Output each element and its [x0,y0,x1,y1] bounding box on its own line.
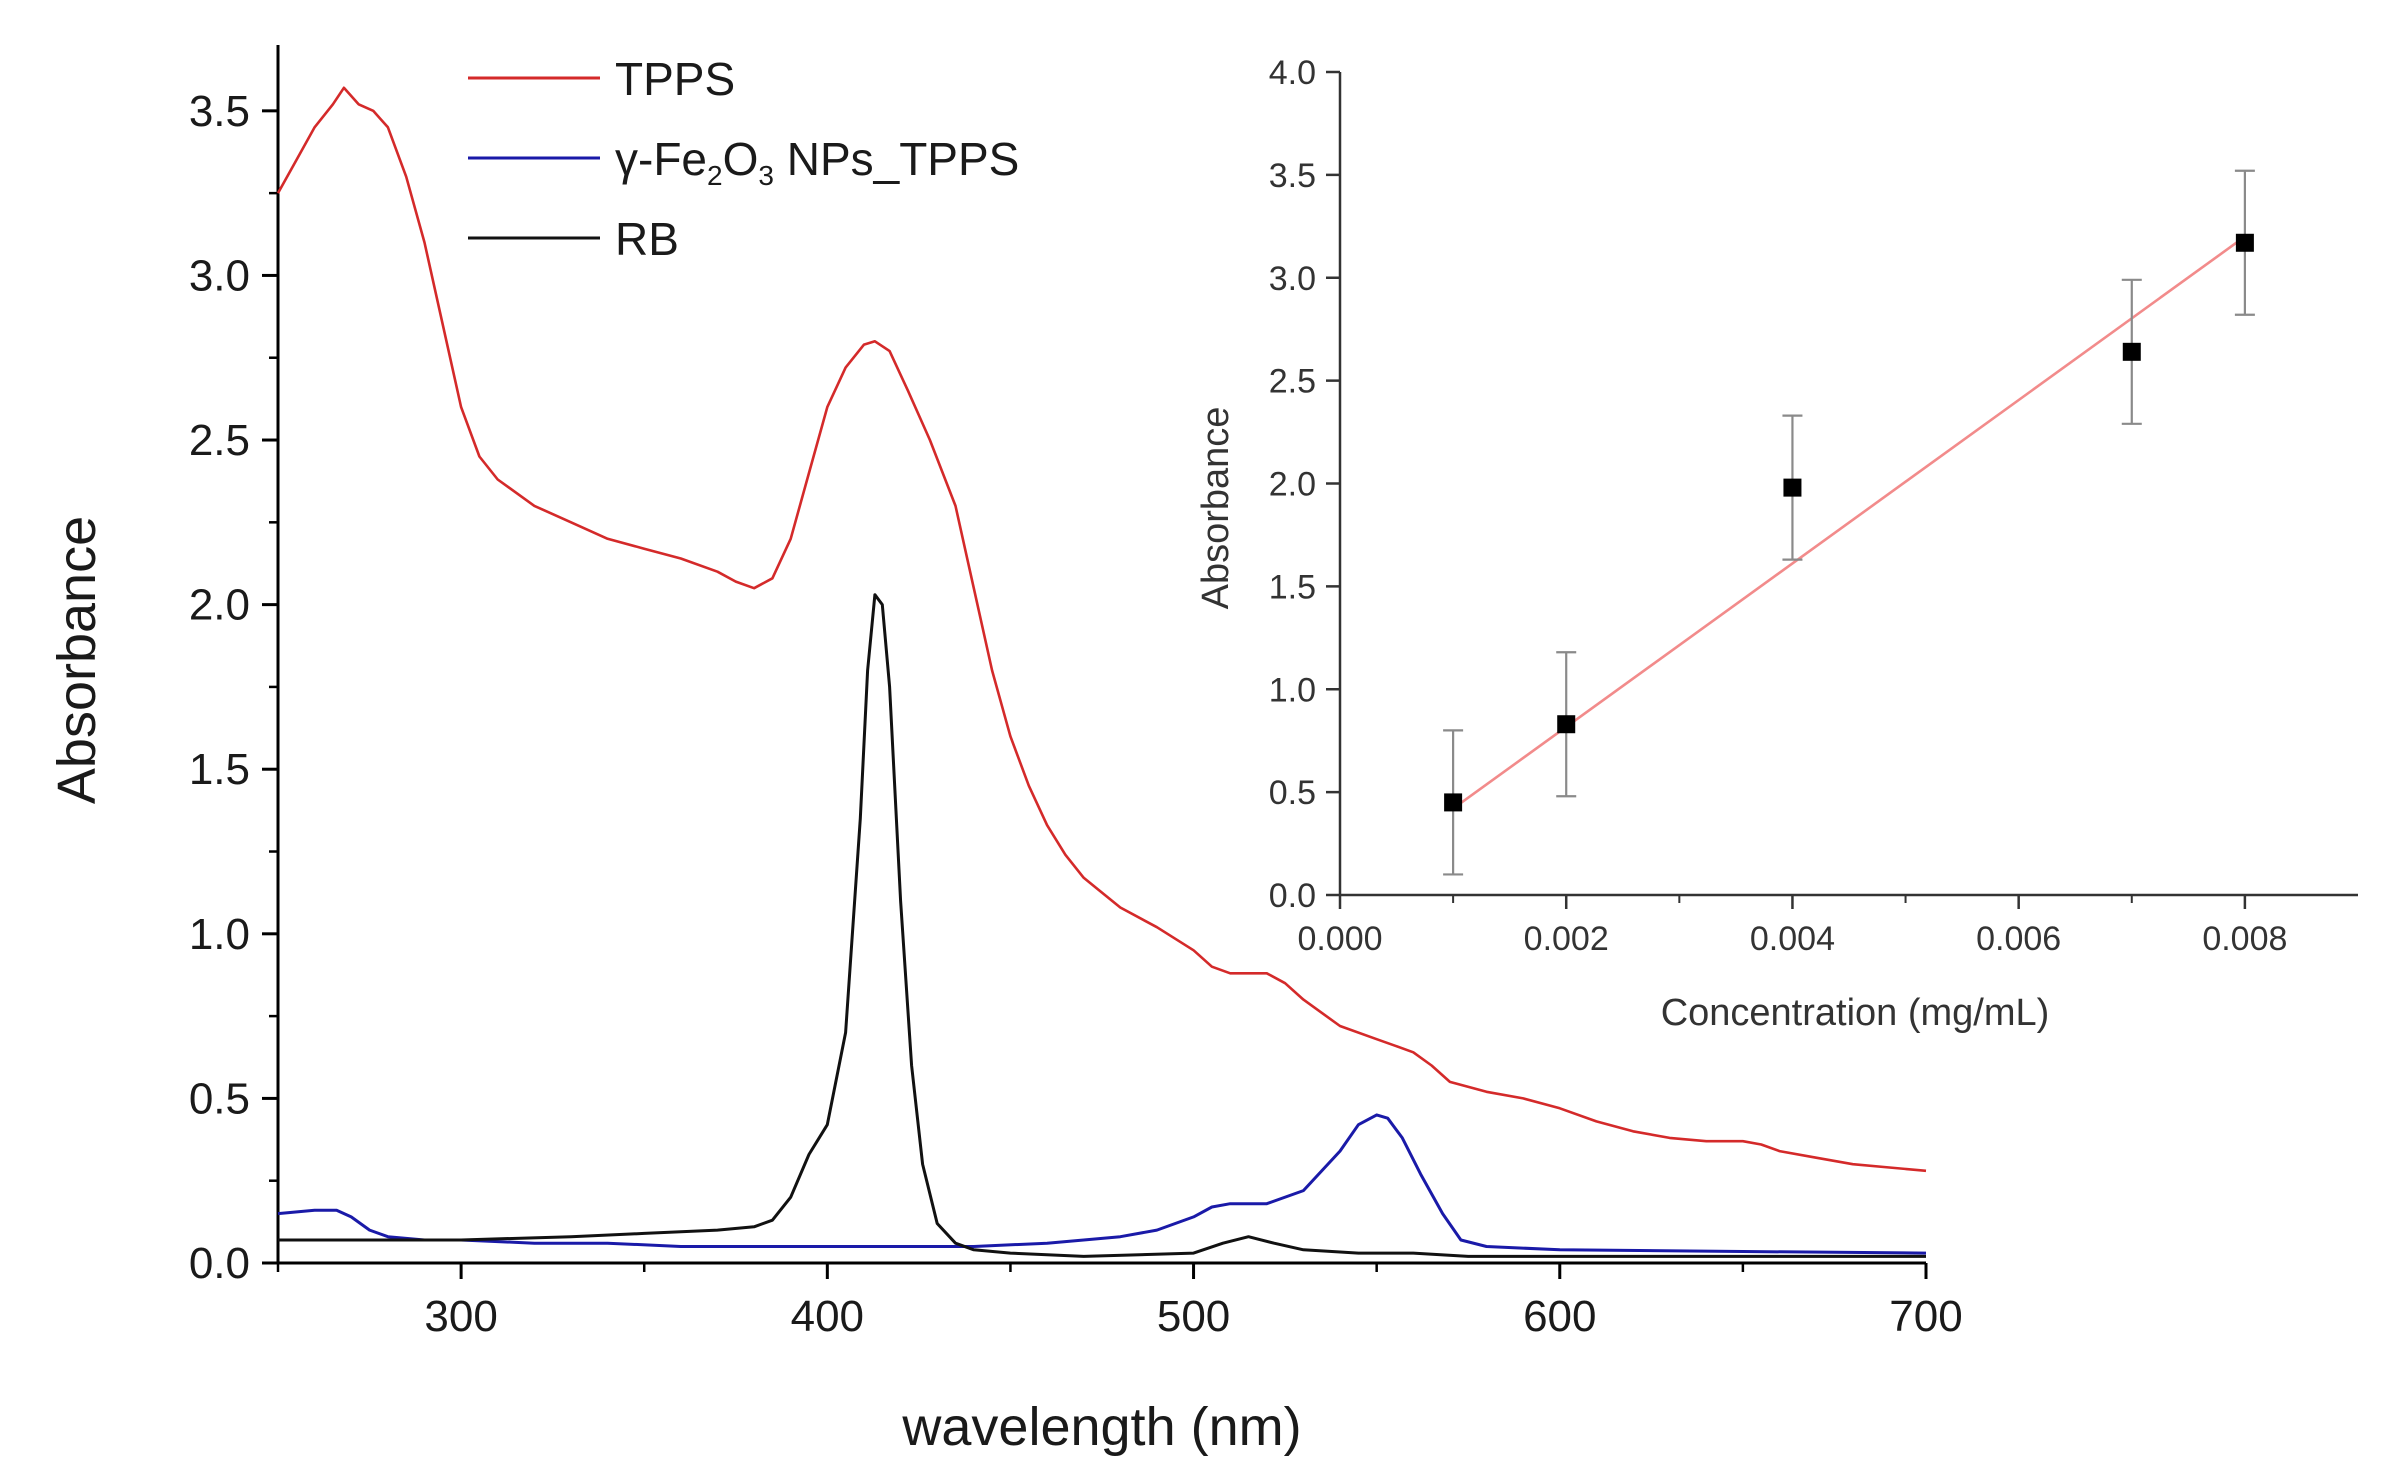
inset-marker-square [1783,478,1802,497]
inset-x-tick-label: 0.000 [1297,920,1382,958]
legend-item-rb: RB [468,213,679,265]
legend-item-fe2o3-tpps: γ-Fe2O3 NPs_TPPS [468,133,1019,191]
inset-x-tick-label: 0.004 [1750,920,1835,958]
main-x-axis-title: wavelength (nm) [901,1397,1301,1457]
main-x-tick-label: 600 [1523,1292,1596,1341]
inset-data-point [2234,169,2255,316]
main-y-tick-label: 1.5 [189,745,250,794]
inset-fit-line [1452,235,2246,810]
inset-y-tick-label: 1.0 [1269,671,1316,709]
inset-x-tick-label: 0.002 [1524,920,1609,958]
inset-x-tick-label: 0.008 [2202,920,2287,958]
main-series-group [276,86,1927,1258]
inset-x-tick-label: 0.006 [1976,920,2061,958]
main-y-tick-label: 0.0 [189,1239,250,1288]
inset-y-tick-label: 2.0 [1269,466,1316,504]
inset-axes [1338,72,2358,897]
inset-y-tick-label: 0.0 [1269,877,1316,915]
legend-label-rb: RB [615,213,679,265]
main-y-tick-label: 3.5 [189,87,250,136]
main-x-tick-label: 300 [424,1292,497,1341]
inset-y-tick-label: 3.0 [1269,260,1316,298]
legend-label-fe2o3-tpps: γ-Fe2O3 NPs_TPPS [615,133,1019,191]
series-line-fe2o3-nps-tpps [277,1113,1927,1255]
main-y-tick-label: 2.0 [189,581,250,630]
inset-data-point [1782,414,1803,561]
series-line-rb [278,593,1926,1258]
inset-x-ticks: 0.000 0.002 0.004 0.006 0.008 [1297,895,2287,958]
inset-data-point [1556,651,1577,798]
inset-y-tick-label: 0.5 [1269,774,1316,812]
inset-y-tick-label: 1.5 [1269,568,1316,606]
legend: TPPS γ-Fe2O3 NPs_TPPS RB [468,53,1019,265]
inset-y-tick-label: 4.0 [1269,54,1316,92]
inset-marker-square [1557,715,1576,734]
inset-y-tick-label: 3.5 [1269,157,1316,195]
inset-marker-square [2122,342,2141,361]
inset-fit-group [1452,235,2246,810]
main-y-tick-label: 0.5 [189,1074,250,1123]
main-axes [276,45,1926,1265]
series-line-tpps [276,86,1927,1173]
main-x-tick-label: 700 [1889,1292,1962,1341]
main-x-tick-label: 400 [791,1292,864,1341]
main-chart: 0.0 0.5 1.0 1.5 2.0 2.5 3.0 3.5 300 400 500 600 700… [47,45,1963,1457]
legend-label-tpps: TPPS [615,53,735,105]
main-y-axis-title: Absorbance [47,516,107,804]
main-y-tick-label: 1.0 [189,910,250,959]
inset-marker-square [2235,233,2254,252]
inset-x-axis-title: Concentration (mg/mL) [1661,992,2050,1034]
inset-y-tick-label: 2.5 [1269,363,1316,401]
inset-data-point [1443,729,1464,876]
inset-y-axis-title: Absorbance [1195,407,1237,610]
inset-data-point [2121,278,2142,425]
inset-chart: 0.00.51.01.52.02.53.03.54.0 0.000 0.002 0.… [1195,54,2358,1034]
inset-marker-square [1444,793,1463,812]
main-x-tick-label: 500 [1157,1292,1230,1341]
legend-item-tpps: TPPS [468,53,735,105]
inset-points-group [1443,169,2255,876]
main-x-ticks: 300 400 500 600 700 [276,1263,1963,1341]
main-y-tick-label: 2.5 [189,416,250,465]
main-y-tick-label: 3.0 [189,251,250,300]
inset-y-ticks: 0.0 0.5 1.0 1.5 2.0 2.5 3.0 3.5 4.0 [1269,54,1340,915]
main-y-ticks: 0.0 0.5 1.0 1.5 2.0 2.5 3.0 3.5 [189,87,278,1288]
